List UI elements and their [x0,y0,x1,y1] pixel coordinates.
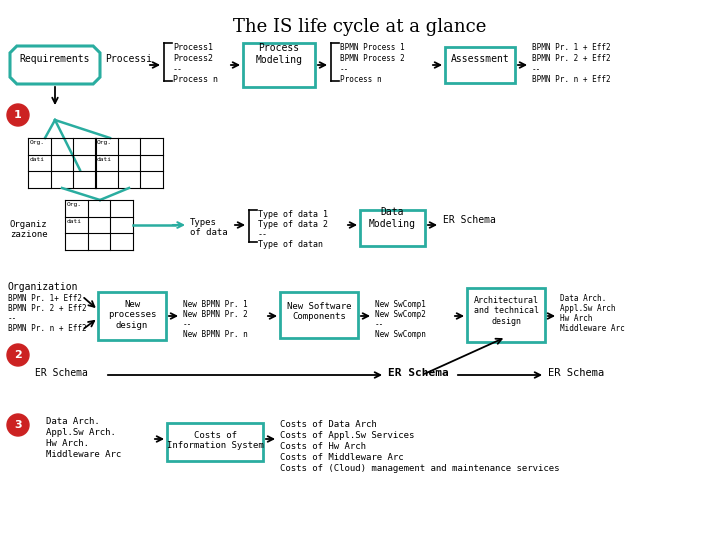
Text: BPMN Pr. 2 + Eff2: BPMN Pr. 2 + Eff2 [8,304,86,313]
Text: New BPMN Pr. 1: New BPMN Pr. 1 [183,300,248,309]
Text: Type of datan: Type of datan [258,240,323,249]
Text: Costs of Appl.Sw Services: Costs of Appl.Sw Services [280,431,415,440]
Text: Costs of (Cloud) management and maintenance services: Costs of (Cloud) management and maintena… [280,464,559,473]
Text: 3: 3 [14,420,22,430]
Text: BPMN Process 1: BPMN Process 1 [340,43,405,52]
Text: Assessment: Assessment [451,54,509,64]
Text: Appl.Sw Arch: Appl.Sw Arch [560,304,616,313]
Text: Types: Types [190,218,217,227]
Text: Type of data 1: Type of data 1 [258,210,328,219]
Polygon shape [10,46,100,84]
Text: The IS life cycle at a glance: The IS life cycle at a glance [233,18,487,36]
Text: BPMN Pr. n + Eff2: BPMN Pr. n + Eff2 [532,75,611,84]
Text: dati: dati [30,157,45,161]
Text: ER Schema: ER Schema [388,368,449,378]
Text: --: -- [375,320,384,329]
Text: Costs of Middleware Arc: Costs of Middleware Arc [280,453,404,462]
Text: Hw Arch: Hw Arch [560,314,593,323]
Text: Appl.Sw Arch.: Appl.Sw Arch. [46,428,116,437]
Text: Org.: Org. [30,140,45,145]
Text: New SwComp1: New SwComp1 [375,300,426,309]
Text: Costs of Data Arch: Costs of Data Arch [280,420,377,429]
Text: dati: dati [97,157,112,161]
Text: ER Schema: ER Schema [35,368,88,378]
Text: Process n: Process n [340,75,382,84]
FancyBboxPatch shape [98,292,166,340]
Text: Org.: Org. [97,140,112,145]
Text: Architectural
and technical
design: Architectural and technical design [474,296,539,326]
Text: Data Arch.: Data Arch. [560,294,606,303]
FancyBboxPatch shape [280,292,358,338]
Text: Middleware Arc: Middleware Arc [46,450,121,459]
Text: --: -- [340,65,349,74]
Text: --: -- [173,65,183,74]
Text: Requirements: Requirements [19,54,90,64]
Text: 2: 2 [14,350,22,360]
Text: Costs of
Information System: Costs of Information System [166,431,264,450]
Text: Organiz
zazione: Organiz zazione [10,220,48,239]
Text: Costs of Hw Arch: Costs of Hw Arch [280,442,366,451]
Text: New BPMN Pr. 2: New BPMN Pr. 2 [183,310,248,319]
Text: BPMN Pr. n + Eff2: BPMN Pr. n + Eff2 [8,324,86,333]
Circle shape [7,344,29,366]
Text: Process
Modeling: Process Modeling [256,43,302,65]
Text: New SwCompn: New SwCompn [375,330,426,339]
FancyBboxPatch shape [167,423,263,461]
Text: Data Arch.: Data Arch. [46,417,100,426]
Text: New SwComp2: New SwComp2 [375,310,426,319]
Text: Process n: Process n [173,75,218,84]
Text: BPMN Pr. 1 + Eff2: BPMN Pr. 1 + Eff2 [532,43,611,52]
Text: New Software
Components: New Software Components [287,302,351,321]
Text: ER Schema: ER Schema [443,215,496,225]
Text: Process1: Process1 [173,43,213,52]
Text: dati: dati [67,219,82,224]
Text: BPMN Pr. 2 + Eff2: BPMN Pr. 2 + Eff2 [532,54,611,63]
Text: BPMN Pr. 1+ Eff2: BPMN Pr. 1+ Eff2 [8,294,82,303]
Text: 1: 1 [14,110,22,120]
Circle shape [7,414,29,436]
Text: Process2: Process2 [173,54,213,63]
Text: --: -- [532,65,541,74]
Text: --: -- [258,230,268,239]
Text: Org.: Org. [67,202,82,207]
FancyBboxPatch shape [243,43,315,87]
Text: --: -- [8,314,17,323]
FancyBboxPatch shape [467,288,545,342]
FancyBboxPatch shape [360,210,425,246]
Text: Hw Arch.: Hw Arch. [46,439,89,448]
Text: ER Schema: ER Schema [548,368,604,378]
Text: BPMN Process 2: BPMN Process 2 [340,54,405,63]
Text: New
processes
design: New processes design [108,300,156,330]
Text: Processi: Processi [105,54,152,64]
Text: Organization: Organization [8,282,78,292]
Text: Type of data 2: Type of data 2 [258,220,328,229]
Text: Middleware Arc: Middleware Arc [560,324,625,333]
Text: New BPMN Pr. n: New BPMN Pr. n [183,330,248,339]
Text: Data
Modeling: Data Modeling [369,207,415,229]
Text: of data: of data [190,228,228,237]
FancyBboxPatch shape [445,47,515,83]
Circle shape [7,104,29,126]
Text: --: -- [183,320,192,329]
